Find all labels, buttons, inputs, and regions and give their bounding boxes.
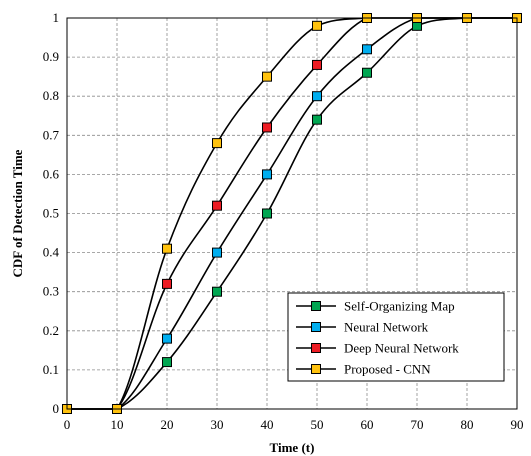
data-point (262, 71, 272, 82)
x-tick-label: 70 (411, 417, 424, 432)
legend-marker (311, 322, 321, 332)
data-point (162, 243, 172, 254)
x-tick-label: 50 (311, 417, 324, 432)
legend: Self-Organizing Map Neural Network Deep Ne… (287, 292, 505, 382)
y-tick-label: 1 (53, 10, 60, 25)
y-tick-label: 0.3 (43, 284, 59, 299)
data-point (262, 208, 272, 219)
legend-entry: Deep Neural Network (296, 341, 459, 356)
data-point (162, 357, 172, 368)
y-axis-label: CDF of Detection Time (10, 149, 25, 277)
legend-marker (311, 343, 321, 353)
legend-label: Self-Organizing Map (344, 299, 455, 314)
legend-label: Proposed - CNN (344, 362, 431, 377)
y-tick-label: 0.6 (43, 166, 60, 181)
x-tick-label: 10 (111, 417, 124, 432)
y-tick-label: 0.2 (43, 323, 59, 338)
y-tick-label: 0.9 (43, 49, 59, 64)
data-point (212, 200, 222, 211)
legend-box (287, 292, 505, 382)
data-point (212, 247, 222, 258)
data-point (312, 91, 322, 102)
y-tick-label: 0.7 (43, 127, 60, 142)
x-axis-label: Time (t) (270, 440, 315, 455)
legend-marker (311, 364, 321, 374)
x-tick-label: 90 (511, 417, 524, 432)
x-tick-label: 40 (261, 417, 274, 432)
plot-frame (66, 17, 518, 410)
x-tick-label: 20 (161, 417, 174, 432)
data-point (212, 138, 222, 149)
data-point (262, 122, 272, 133)
legend-entry: Neural Network (296, 320, 429, 335)
data-point (312, 20, 322, 31)
data-point (262, 169, 272, 180)
x-axis-ticks: 0 10 20 30 40 50 60 70 80 90 (64, 417, 524, 432)
x-tick-label: 80 (461, 417, 474, 432)
x-tick-label: 30 (211, 417, 224, 432)
y-tick-label: 0 (53, 401, 60, 416)
data-point (162, 333, 172, 344)
series-line-self-organizing-map (67, 17, 517, 410)
data-point (362, 44, 372, 55)
y-tick-label: 0.5 (43, 206, 59, 221)
legend-label: Neural Network (344, 320, 429, 335)
legend-entry: Self-Organizing Map (296, 299, 455, 314)
data-point (212, 286, 222, 297)
x-tick-label: 60 (361, 417, 374, 432)
y-axis-ticks: 0 0.1 0.2 0.3 0.4 0.5 0.6 0.7 0.8 0.9 1 (43, 10, 60, 416)
y-tick-label: 0.1 (43, 362, 59, 377)
data-point (162, 278, 172, 289)
legend-marker (311, 301, 321, 311)
data-point (362, 67, 372, 78)
legend-label: Deep Neural Network (344, 341, 459, 356)
data-point (312, 114, 322, 125)
x-tick-label: 0 (64, 417, 71, 432)
data-point (312, 59, 322, 70)
legend-entry: Proposed - CNN (296, 362, 431, 377)
y-tick-label: 0.8 (43, 88, 59, 103)
y-tick-label: 0.4 (43, 245, 60, 260)
